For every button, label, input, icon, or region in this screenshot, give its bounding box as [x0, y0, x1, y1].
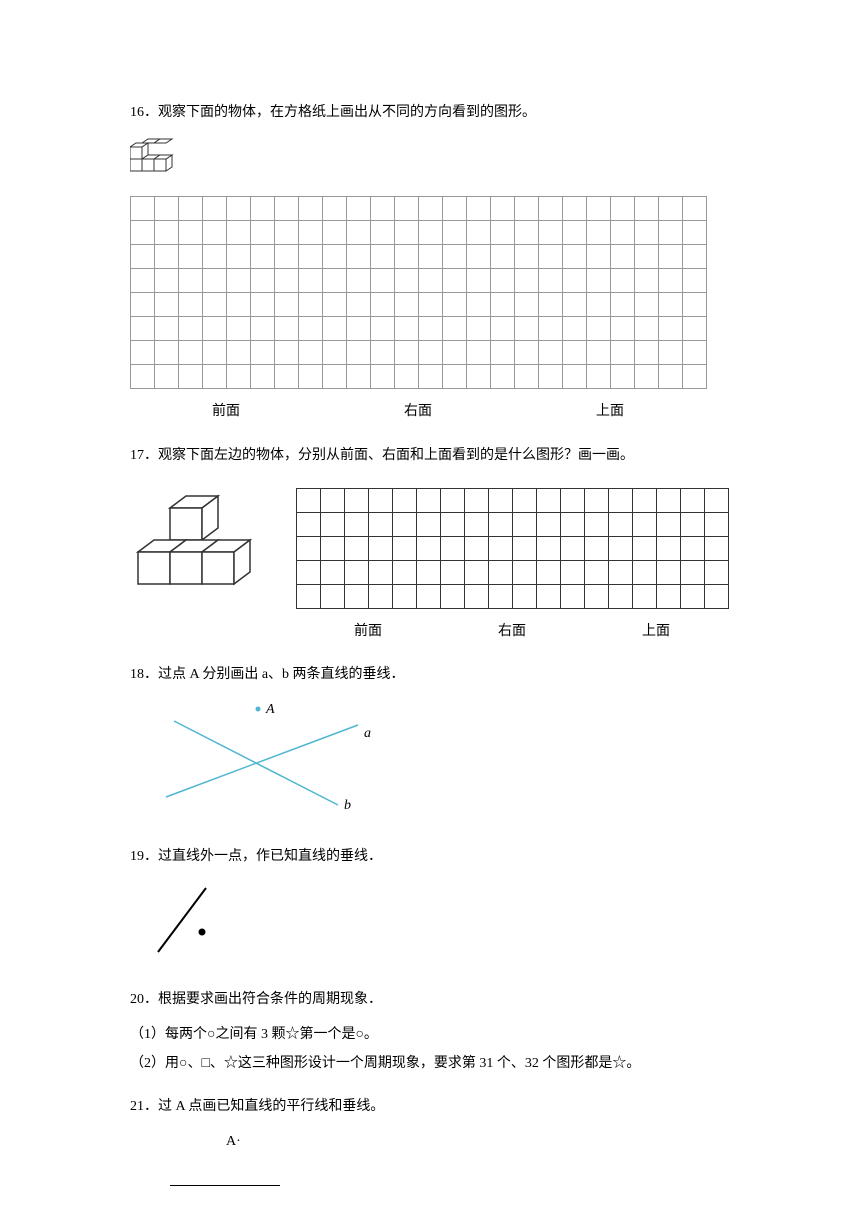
question-17: 17．观察下面左边的物体，分别从前面、右面和上面看到的是什么图形？画一画。 前面 — [130, 443, 730, 644]
lines-figure-q18: A a b — [150, 697, 390, 817]
question-20-sub1: （1）每两个○之间有 3 颗☆第一个是○。 — [130, 1022, 730, 1047]
cube-figure-q17 — [130, 488, 260, 598]
view-labels-q17: 前面 右面 上面 — [296, 619, 728, 644]
view-labels-q16: 前面 右面 上面 — [130, 399, 706, 424]
cube-figure-q16 — [130, 135, 186, 175]
label-front: 前面 — [130, 399, 322, 424]
grid-q16 — [130, 196, 707, 389]
line-b-label: b — [344, 798, 351, 813]
label-right-17: 右面 — [440, 619, 584, 644]
question-17-text: 17．观察下面左边的物体，分别从前面、右面和上面看到的是什么图形？画一画。 — [130, 443, 730, 468]
line-q21 — [170, 1185, 280, 1186]
label-front-17: 前面 — [296, 619, 440, 644]
point-a-label: A — [265, 702, 275, 717]
question-16-text: 16．观察下面的物体，在方格纸上画出从不同的方向看到的图形。 — [130, 100, 730, 125]
grid-q17 — [296, 488, 729, 609]
line-point-figure-q19 — [150, 880, 230, 960]
label-right: 右面 — [322, 399, 514, 424]
question-19-text: 19．过直线外一点，作已知直线的垂线． — [130, 844, 730, 869]
question-21: 21．过 A 点画已知直线的平行线和垂线。 A· — [130, 1094, 730, 1185]
label-top: 上面 — [514, 399, 706, 424]
question-18-text: 18．过点 A 分别画出 a、b 两条直线的垂线． — [130, 662, 730, 687]
question-19: 19．过直线外一点，作已知直线的垂线． — [130, 844, 730, 968]
line-a-label: a — [364, 726, 371, 741]
question-20-text: 20．根据要求画出符合条件的周期现象． — [130, 987, 730, 1012]
point-a-q21: A· — [226, 1129, 730, 1154]
question-18: 18．过点 A 分别画出 a、b 两条直线的垂线． A a b — [130, 662, 730, 826]
question-21-text: 21．过 A 点画已知直线的平行线和垂线。 — [130, 1094, 730, 1119]
question-20-sub2: （2）用○、□、☆这三种图形设计一个周期现象，要求第 31 个、32 个图形都是… — [130, 1051, 730, 1076]
question-20: 20．根据要求画出符合条件的周期现象． （1）每两个○之间有 3 颗☆第一个是○… — [130, 987, 730, 1077]
question-16: 16．观察下面的物体，在方格纸上画出从不同的方向看到的图形。 前面 右面 上面 — [130, 100, 730, 425]
label-top-17: 上面 — [584, 619, 728, 644]
